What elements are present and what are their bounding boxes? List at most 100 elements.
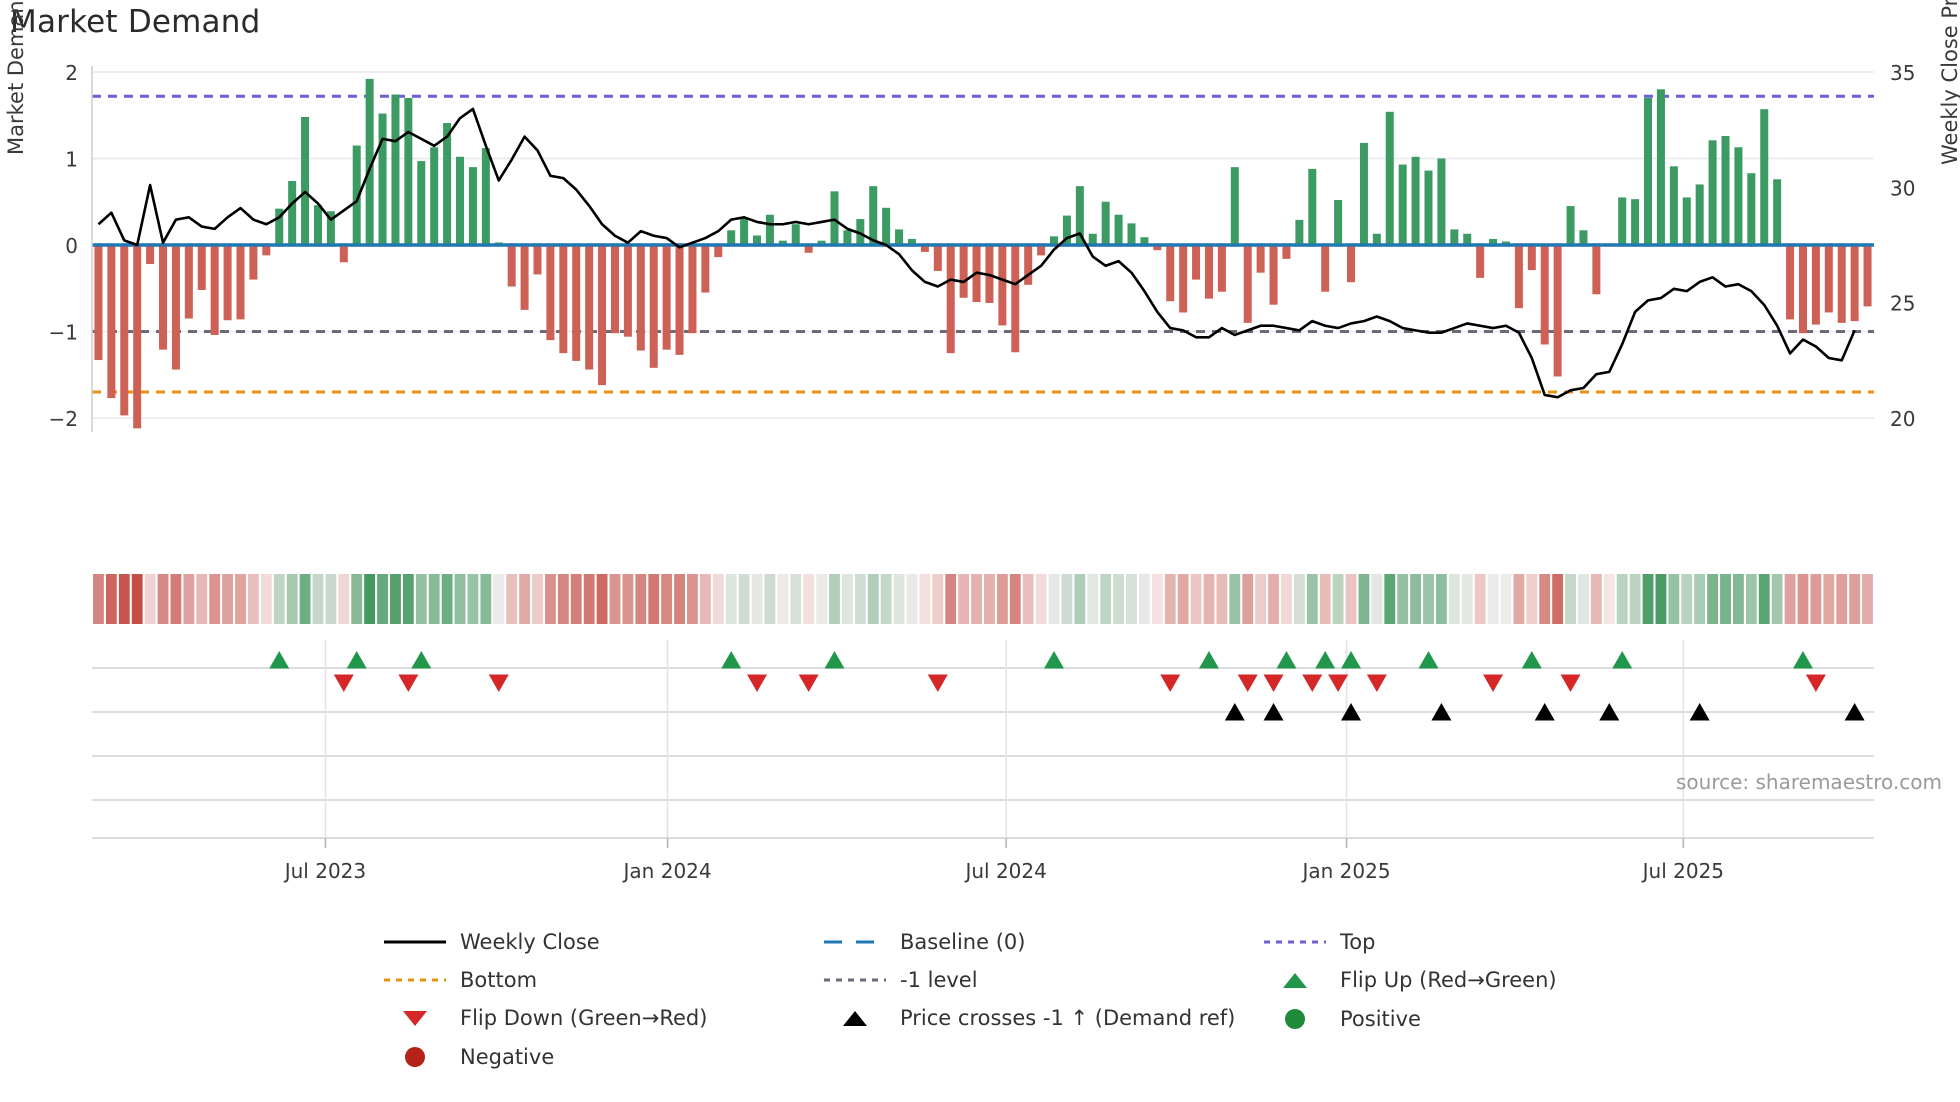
heatmap-cell — [1332, 574, 1344, 624]
flip-down-marker — [333, 674, 354, 692]
demand-bar — [1217, 245, 1226, 292]
heatmap-cell — [596, 574, 608, 624]
demand-bar — [1618, 197, 1627, 245]
legend-item[interactable]: -1 level — [820, 968, 978, 992]
heatmap-cell — [777, 574, 789, 624]
demand-bar — [946, 245, 955, 354]
legend-item[interactable]: Bottom — [380, 968, 537, 992]
demand-bar — [804, 245, 813, 253]
demand-bar — [352, 145, 361, 245]
heatmap-cell — [1539, 574, 1551, 624]
demand-bar — [959, 245, 968, 298]
demand-bar — [546, 245, 555, 341]
demand-bar — [1127, 223, 1136, 245]
demand-bar — [1734, 147, 1743, 245]
demand-bar — [443, 123, 452, 245]
heatmap-cell — [557, 574, 569, 624]
heatmap-cell — [687, 574, 698, 624]
demand-bar — [391, 94, 400, 246]
demand-bar — [1011, 245, 1020, 353]
heatmap-cell — [1319, 574, 1331, 624]
heatmap-cell — [351, 574, 363, 624]
demand-bar — [1592, 245, 1601, 295]
demand-bar — [520, 245, 529, 310]
weekly-close-line — [97, 107, 1856, 399]
heatmap-cell — [635, 574, 647, 624]
y2-tick-label: 25 — [1890, 292, 1915, 316]
heatmap-cell — [996, 574, 1008, 624]
heatmap-cell — [532, 574, 543, 624]
demand-bar — [1501, 241, 1510, 245]
heatmap-cell — [1836, 574, 1848, 624]
demand-bar — [572, 245, 581, 361]
flip-up-marker — [1315, 651, 1336, 669]
demand-bar — [133, 245, 142, 429]
legend-label: Negative — [460, 1045, 555, 1069]
heatmap-cell — [209, 574, 221, 624]
legend-item[interactable]: Negative — [380, 1044, 554, 1070]
demand-bar — [1347, 245, 1356, 283]
demand-bar — [533, 245, 542, 275]
flip-up-marker — [1044, 651, 1065, 669]
flip-up-marker — [1341, 651, 1362, 669]
demand-bar — [907, 238, 916, 245]
flip-down-marker — [1263, 674, 1284, 692]
heatmap-cell — [1306, 574, 1318, 624]
demand-bar — [171, 245, 180, 370]
demand-bar — [559, 245, 568, 354]
heatmap-cell — [1513, 574, 1525, 624]
demand-bar — [120, 245, 129, 416]
heatmap-cell — [816, 574, 828, 624]
demand-bar — [197, 245, 206, 290]
price-cross-marker — [1224, 703, 1245, 721]
heatmap-cell — [1126, 574, 1137, 624]
heatmap-cell — [1668, 574, 1680, 624]
weekly-close-line-layer — [97, 107, 1856, 399]
heatmap-cell — [1565, 574, 1576, 624]
legend-item[interactable]: Positive — [1260, 1006, 1421, 1032]
heatmap-cell — [919, 574, 931, 624]
heatmap-cell — [1474, 574, 1486, 624]
heatmap-cell — [725, 574, 737, 624]
legend-item[interactable]: Weekly Close — [380, 930, 600, 954]
flip-down-marker — [927, 674, 948, 692]
heatmap-cell — [1745, 574, 1757, 624]
demand-bar — [1476, 245, 1485, 278]
heatmap-cell — [93, 574, 104, 624]
x-tick-label: Jan 2025 — [1300, 859, 1390, 883]
legend-item[interactable]: Flip Down (Green→Red) — [380, 1006, 707, 1030]
heatmap-cell — [1293, 574, 1305, 624]
legend-item[interactable]: Top — [1260, 930, 1375, 954]
heatmap-cell — [1009, 574, 1021, 624]
flip-up-marker — [1612, 651, 1633, 669]
demand-bar — [1514, 245, 1523, 309]
demand-bar — [430, 147, 439, 245]
demand-bar — [920, 245, 929, 252]
demand-bar — [1747, 173, 1756, 245]
circle-icon — [1285, 1009, 1305, 1029]
heatmap-cell — [390, 574, 401, 624]
heatmap-cell — [1862, 574, 1873, 624]
legend-label: Weekly Close — [460, 930, 600, 954]
heatmap-cell — [1461, 574, 1473, 624]
legend-item[interactable]: Flip Up (Red→Green) — [1260, 968, 1557, 992]
heatmap-cell — [1823, 574, 1835, 624]
price-cross-marker — [1534, 703, 1555, 721]
heatmap-cell — [338, 574, 350, 624]
legend-item[interactable]: Baseline (0) — [820, 930, 1025, 954]
demand-bar — [1863, 245, 1872, 307]
demand-bar — [1656, 89, 1665, 245]
heatmap-cell — [1707, 574, 1719, 624]
demand-bar — [417, 161, 426, 245]
heatmap-cell — [1694, 574, 1706, 624]
heatmap-cell — [1061, 574, 1073, 624]
legend-label: Bottom — [460, 968, 538, 992]
demand-bar — [326, 211, 335, 245]
heatmap-cell — [377, 574, 388, 624]
heatmap-cell — [183, 574, 195, 624]
demand-bar — [301, 116, 310, 245]
legend-item[interactable]: Price crosses -1 ↑ (Demand ref) — [820, 1006, 1235, 1030]
heatmap-cell — [661, 574, 673, 624]
demand-bar — [456, 156, 465, 245]
heatmap-cell — [1732, 574, 1744, 624]
